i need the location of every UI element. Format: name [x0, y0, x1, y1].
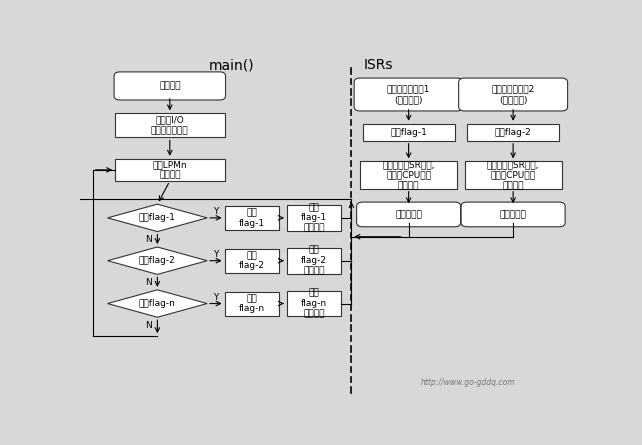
Text: 执行
flag-1
处理程序: 执行 flag-1 处理程序 — [301, 203, 327, 233]
Text: http://www.go-gddq.com: http://www.go-gddq.com — [421, 378, 516, 387]
Text: N: N — [145, 235, 152, 244]
Polygon shape — [108, 247, 207, 275]
Text: ISRs: ISRs — [364, 58, 394, 73]
Text: 从中断返回: 从中断返回 — [395, 210, 422, 219]
Polygon shape — [108, 290, 207, 317]
Text: 从中断返回: 从中断返回 — [499, 210, 526, 219]
FancyBboxPatch shape — [363, 124, 455, 141]
Text: 设置flag-n: 设置flag-n — [139, 299, 176, 308]
FancyBboxPatch shape — [225, 206, 279, 230]
FancyBboxPatch shape — [114, 72, 225, 100]
Text: 初始化I/O
外设模块和变量: 初始化I/O 外设模块和变量 — [151, 116, 189, 135]
Text: 清除
flag-1: 清除 flag-1 — [239, 208, 265, 227]
Text: 修改堆栈中SR的值,
返回后CPU保持
唤醒状态: 修改堆栈中SR的值, 返回后CPU保持 唤醒状态 — [487, 160, 539, 190]
FancyBboxPatch shape — [354, 78, 463, 111]
Text: 执行
flag-n
处理程序: 执行 flag-n 处理程序 — [301, 289, 327, 319]
Text: Y: Y — [213, 207, 218, 216]
Text: Y: Y — [213, 293, 218, 302]
FancyBboxPatch shape — [461, 202, 565, 227]
Text: 设置flag-1: 设置flag-1 — [390, 128, 427, 137]
FancyBboxPatch shape — [287, 248, 342, 274]
Text: 设置flag-2: 设置flag-2 — [139, 256, 176, 265]
Text: N: N — [145, 278, 152, 287]
Text: 进入LPMn
睡眠模式: 进入LPMn 睡眠模式 — [153, 160, 187, 180]
FancyBboxPatch shape — [458, 78, 568, 111]
Text: 设置flag-2: 设置flag-2 — [495, 128, 532, 137]
Text: 程序开始: 程序开始 — [159, 81, 180, 90]
Text: Y: Y — [213, 250, 218, 259]
FancyBboxPatch shape — [287, 291, 342, 316]
Text: N: N — [145, 321, 152, 330]
FancyBboxPatch shape — [225, 291, 279, 316]
FancyBboxPatch shape — [467, 124, 559, 141]
FancyBboxPatch shape — [115, 113, 225, 138]
FancyBboxPatch shape — [225, 249, 279, 273]
Text: 执行
flag-2
处理程序: 执行 flag-2 处理程序 — [301, 246, 327, 275]
FancyBboxPatch shape — [115, 159, 225, 181]
Text: 中断服务子程序1
(睡眠阶段): 中断服务子程序1 (睡眠阶段) — [387, 85, 430, 104]
Text: 修改堆栈中SR的值,
返回后CPU保持
唤醒状态: 修改堆栈中SR的值, 返回后CPU保持 唤醒状态 — [383, 160, 435, 190]
Text: 清除
flag-2: 清除 flag-2 — [239, 251, 265, 271]
FancyBboxPatch shape — [465, 162, 562, 189]
FancyBboxPatch shape — [357, 202, 460, 227]
Polygon shape — [108, 204, 207, 231]
Text: 中断服务子程序2
(外设产生): 中断服务子程序2 (外设产生) — [492, 85, 535, 104]
Text: 设置flag-1: 设置flag-1 — [139, 213, 176, 222]
Text: 清除
flag-n: 清除 flag-n — [239, 294, 265, 313]
Text: main(): main() — [209, 58, 255, 73]
FancyBboxPatch shape — [360, 162, 457, 189]
FancyBboxPatch shape — [287, 205, 342, 231]
